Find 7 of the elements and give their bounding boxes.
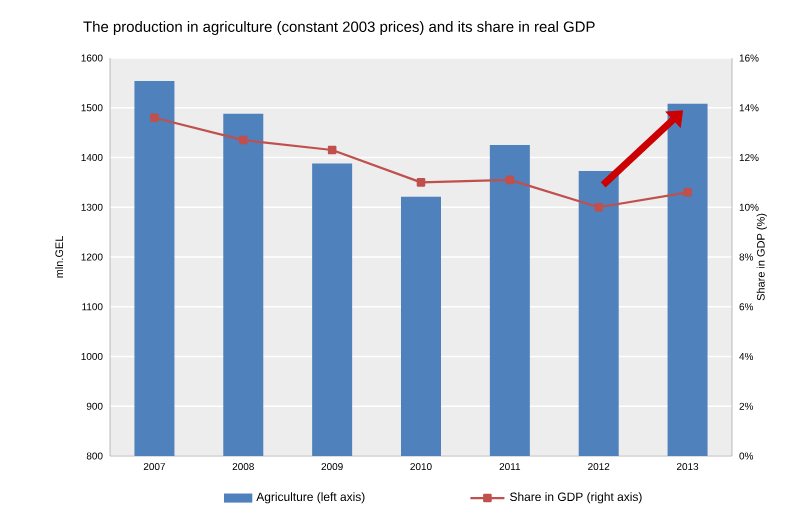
point <box>238 135 248 145</box>
point <box>683 188 692 197</box>
point <box>416 178 426 187</box>
point <box>505 175 515 185</box>
point <box>150 113 159 122</box>
point <box>327 145 337 155</box>
point <box>594 202 603 212</box>
